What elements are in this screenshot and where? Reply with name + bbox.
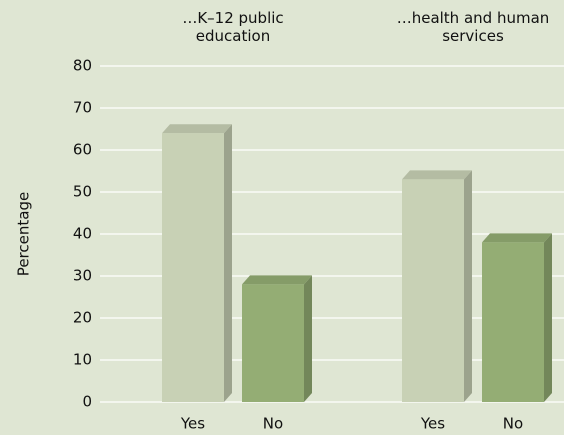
x-tick-label: No (263, 415, 283, 433)
y-tick-label: 30 (73, 267, 92, 285)
y-tick-label: 20 (73, 309, 92, 327)
bar-top (402, 170, 472, 180)
group-label: …K–12 public education (182, 9, 284, 45)
bar (482, 242, 544, 402)
bar-top (482, 233, 552, 243)
y-tick-label: 50 (73, 183, 92, 201)
x-tick-label: Yes (180, 415, 205, 433)
bar (242, 284, 304, 402)
bar (162, 133, 224, 402)
group-label: …health and human services (396, 9, 550, 45)
bar-top (162, 124, 232, 134)
y-tick-label: 60 (73, 141, 92, 159)
y-axis-label: Percentage (15, 192, 33, 276)
y-tick-label: 70 (73, 99, 92, 117)
y-tick-label: 40 (73, 225, 92, 243)
bar (402, 179, 464, 402)
y-tick-label: 10 (73, 351, 92, 369)
bar-side (464, 170, 472, 402)
y-tick-label: 80 (73, 57, 92, 75)
bar-side (224, 124, 232, 402)
x-tick-label: No (503, 415, 523, 433)
bar-side (304, 275, 312, 402)
y-tick-label: 0 (82, 393, 92, 411)
bar-side (544, 233, 552, 402)
bar-top (242, 275, 312, 285)
x-tick-label: Yes (420, 415, 445, 433)
